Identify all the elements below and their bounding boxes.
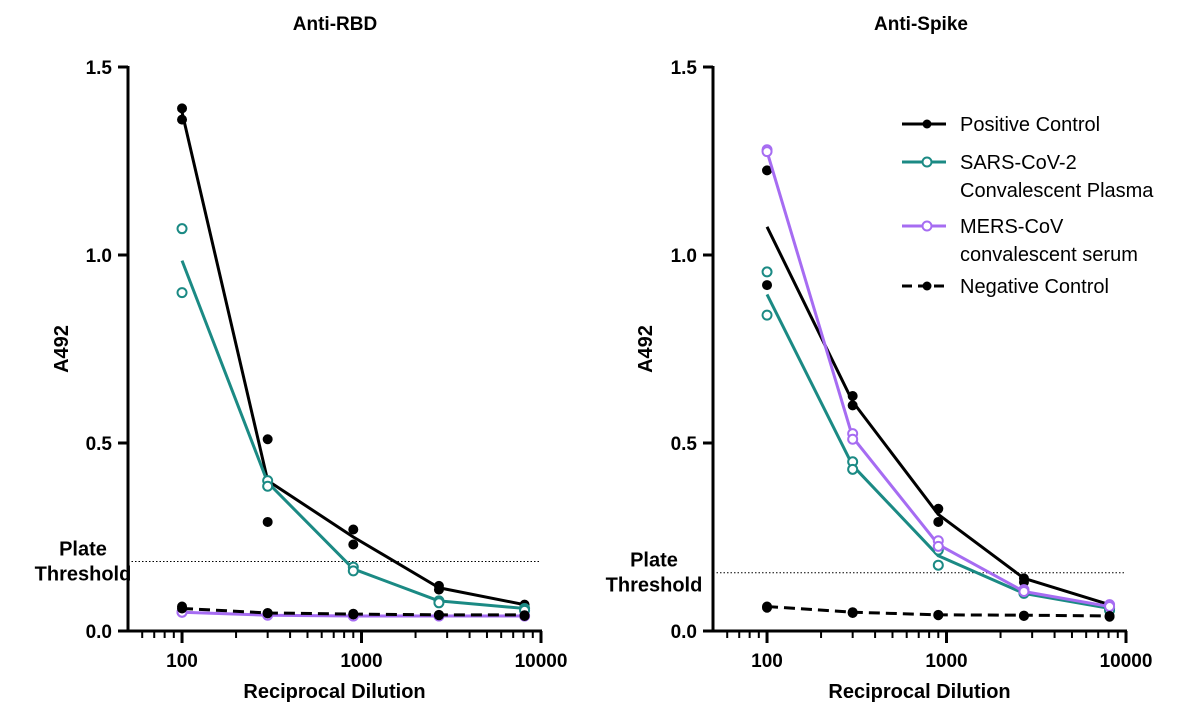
data-point xyxy=(847,391,858,401)
plate-threshold-label: Plate Threshold xyxy=(606,550,703,597)
legend-label: SARS-CoV-2 Convalescent Plasma xyxy=(960,152,1154,202)
x-axis-label: Reciprocal Dilution xyxy=(243,681,425,703)
data-point xyxy=(262,608,273,619)
data-point xyxy=(433,584,444,595)
data-point xyxy=(847,463,859,475)
legend-swatch-marker xyxy=(922,281,932,291)
series-line xyxy=(180,111,525,607)
legend-label: Positive Control xyxy=(960,114,1100,136)
y-tick-label: 1.0 xyxy=(671,246,697,267)
x-tick-label: 10000 xyxy=(1100,651,1153,672)
data-point xyxy=(762,602,773,613)
data-point xyxy=(761,266,773,278)
series-line xyxy=(180,260,525,610)
y-tick-label: 0.0 xyxy=(671,622,697,643)
data-point xyxy=(933,503,944,514)
chart-title: Anti-Spike xyxy=(874,14,968,35)
y-tick-label: 0.5 xyxy=(86,434,113,455)
y-tick-label: 0.0 xyxy=(86,622,112,643)
data-point xyxy=(348,609,359,620)
data-point xyxy=(761,309,773,321)
legend: Positive Control SARS-CoV-2 Convalescent P… xyxy=(902,114,1154,298)
data-point xyxy=(932,559,944,571)
data-point xyxy=(348,524,359,535)
legend-swatch-marker xyxy=(922,119,932,129)
data-point xyxy=(177,114,188,125)
data-point xyxy=(847,607,858,618)
data-point xyxy=(177,603,188,614)
legend-label: Negative Control xyxy=(960,276,1109,298)
series-positive-control xyxy=(177,103,530,612)
data-point xyxy=(1104,611,1115,622)
legend-swatch-marker xyxy=(921,220,933,232)
y-tick-label: 0.5 xyxy=(671,434,698,455)
data-point xyxy=(176,223,188,235)
series-line xyxy=(765,293,1110,610)
x-tick-label: 10000 xyxy=(515,651,568,672)
data-point xyxy=(348,539,359,550)
x-axis-label: Reciprocal Dilution xyxy=(828,681,1010,703)
plate-threshold-label: Plate Threshold xyxy=(35,538,132,585)
series-mers-cov-convalescent-serum xyxy=(761,144,1116,613)
data-point xyxy=(347,565,359,577)
data-point xyxy=(176,287,188,299)
series-negative-control xyxy=(177,601,530,621)
data-point xyxy=(847,433,859,445)
data-point xyxy=(761,146,773,158)
anti-rbd-panel: Anti-RBD 0.0 0.5 1.0 1.5 100 1000 10000 Reciproc… xyxy=(35,14,568,703)
y-axis-label: A492 xyxy=(635,325,657,373)
y-axis-label: A492 xyxy=(51,325,73,373)
y-tick-label: 1.5 xyxy=(86,58,113,79)
data-point xyxy=(262,480,274,492)
legend-label: MERS-CoV convalescent serum xyxy=(960,216,1138,266)
data-point xyxy=(933,516,944,527)
y-tick-label: 1.5 xyxy=(671,58,698,79)
data-point xyxy=(933,610,944,621)
data-point xyxy=(433,597,445,609)
data-point xyxy=(433,610,444,621)
series-negative-control xyxy=(762,601,1115,622)
anti-spike-panel: Anti-Spike 0.0 0.5 1.0 1.5 100 1000 10000 Recipr… xyxy=(606,14,1153,703)
data-point xyxy=(177,103,188,114)
x-tick-label: 1000 xyxy=(925,651,967,672)
data-point xyxy=(519,610,530,621)
chart-title: Anti-RBD xyxy=(293,14,377,35)
x-tick-label: 1000 xyxy=(340,651,382,672)
data-point xyxy=(262,434,273,445)
data-point xyxy=(1018,610,1029,621)
series-sars-cov-2-convalescent-plasma xyxy=(761,266,1116,616)
data-point xyxy=(1104,601,1116,613)
data-point xyxy=(762,280,773,291)
data-point xyxy=(847,400,858,411)
x-tick-label: 100 xyxy=(166,651,198,672)
series-sars-cov-2-convalescent-plasma xyxy=(176,223,531,616)
data-point xyxy=(1018,586,1030,598)
y-tick-label: 1.0 xyxy=(86,246,112,267)
data-point xyxy=(932,540,944,552)
data-point xyxy=(262,516,273,527)
legend-swatch-marker xyxy=(921,156,933,168)
x-tick-label: 100 xyxy=(751,651,783,672)
